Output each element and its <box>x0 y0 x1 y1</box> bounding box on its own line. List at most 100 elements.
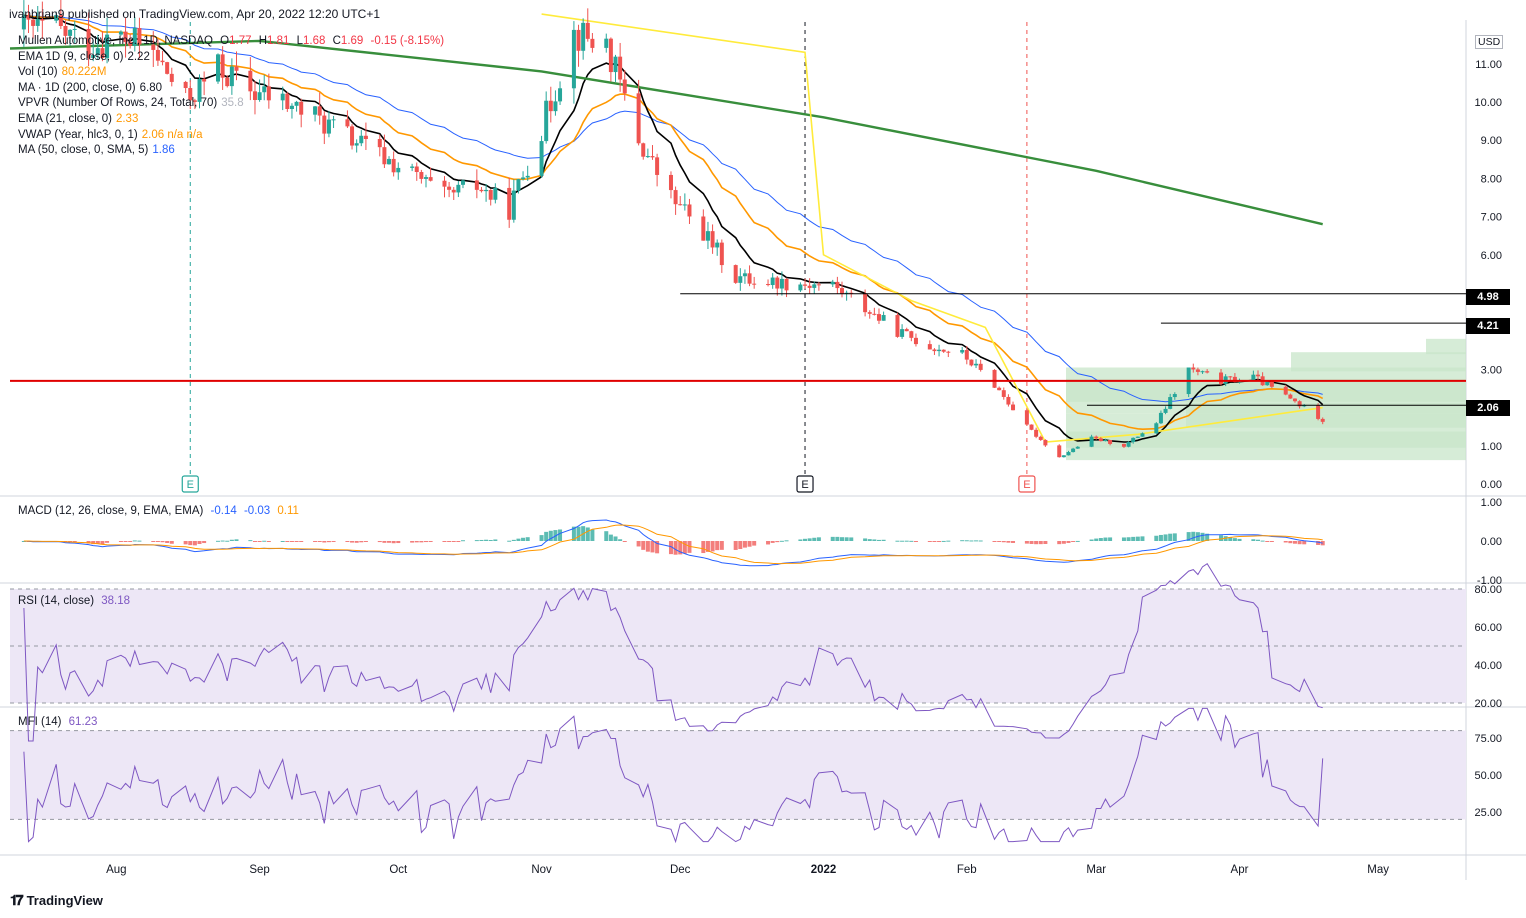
macd-histogram-bar <box>225 540 230 542</box>
rsi-line <box>23 562 1323 742</box>
candle <box>1320 417 1325 425</box>
candle <box>1108 439 1113 446</box>
currency-label[interactable]: USD <box>1475 35 1504 49</box>
candle <box>1158 410 1163 425</box>
candle <box>1126 441 1131 448</box>
brand-name: TradingView <box>26 893 103 908</box>
candle <box>35 6 40 32</box>
macd-histogram-bar <box>1140 536 1145 541</box>
tradingview-logo[interactable]: 𝟏𝟕 TradingView <box>10 892 103 909</box>
candle-body <box>1108 440 1113 444</box>
macd-histogram-bar <box>1126 537 1131 541</box>
candle-body <box>91 55 96 59</box>
candle <box>326 110 331 138</box>
price-tag-206: 2.06 <box>1466 400 1510 416</box>
legend-ma50[interactable]: MA (50, close, 0, SMA, 5) 1.86 <box>18 143 444 159</box>
macd-histogram-bar <box>710 541 715 552</box>
macd-histogram-bar <box>252 541 257 542</box>
candle-body <box>229 66 234 87</box>
candle-body <box>363 135 368 140</box>
candle <box>72 21 77 44</box>
candle <box>1103 438 1108 442</box>
macd-histogram-bar <box>1265 541 1270 542</box>
legend-vwap[interactable]: VWAP (Year, hlc3, 0, 1) 2.06 n/a n/a <box>18 128 444 144</box>
candle <box>525 165 530 181</box>
candle-body <box>525 175 530 178</box>
candle-body <box>1191 367 1196 370</box>
candle <box>387 156 392 165</box>
candle <box>289 103 294 119</box>
macd-histogram-bar <box>299 541 304 542</box>
macd-histogram-bar <box>326 541 331 543</box>
candle-body <box>1061 455 1066 458</box>
legend-value: 35.8 <box>221 97 244 110</box>
candle-body <box>881 315 886 321</box>
candle <box>1195 367 1200 376</box>
event-marker: E <box>1018 475 1036 493</box>
legend-value: 2.33 <box>115 112 139 125</box>
event-marker: E <box>796 475 814 493</box>
candle-body <box>317 106 322 116</box>
mfi-axis-label: 75.00 <box>1474 733 1502 745</box>
macd-histogram-bar <box>733 541 738 550</box>
candle-body <box>687 204 692 217</box>
macd-histogram-bar <box>1228 537 1233 541</box>
moving-averages <box>9 13 1324 443</box>
candle-body <box>289 105 294 110</box>
legend-ema21[interactable]: EMA (21, close, 0) 2.33 <box>18 112 444 128</box>
candle-body <box>872 313 877 315</box>
macd-histogram-bar <box>1163 534 1168 541</box>
macd-histogram-bar <box>229 539 234 541</box>
candle-body <box>419 172 424 179</box>
rsi-axis-label: 40.00 <box>1474 660 1502 672</box>
macd-legend[interactable]: MACD (12, 26, close, 9, EMA, EMA) -0.14 … <box>18 505 299 517</box>
candle-body <box>909 331 914 338</box>
candle-body <box>155 49 160 61</box>
candle <box>192 98 197 110</box>
macd-histogram-bar <box>137 540 142 542</box>
macd-histogram-bar <box>493 539 498 541</box>
mfi-legend[interactable]: MFI (14) 61.23 <box>18 716 97 728</box>
candle <box>705 221 710 250</box>
macd-histogram-bar <box>650 541 655 553</box>
candle <box>132 16 137 52</box>
legend-ema9[interactable]: EMA 1D (9, close, 0) 2.22 <box>18 50 444 66</box>
macd-signal-value: -0.03 <box>243 505 271 517</box>
legend-vpvr[interactable]: VPVR (Number Of Rows, 24, Total, 70) 35.8 <box>18 96 444 112</box>
candle <box>396 162 401 180</box>
candle <box>86 12 91 67</box>
candle <box>641 142 646 160</box>
candle <box>118 30 123 36</box>
macd-histogram-bar <box>1089 539 1094 541</box>
candle-body <box>484 189 489 192</box>
candle-body <box>202 78 207 82</box>
macd-histogram-bar <box>266 541 271 542</box>
candle-body <box>622 79 627 94</box>
x-axis-label: Aug <box>106 864 126 876</box>
legend-label: MA · 1D (200, close, 0) <box>18 81 136 94</box>
legend-value: 2.06 n/a n/a <box>141 128 203 141</box>
x-axis-label: Dec <box>670 864 691 876</box>
candle-body <box>548 100 553 112</box>
macd-histogram-bar <box>960 540 965 542</box>
macd-histogram-bar <box>1191 531 1196 541</box>
legend-volume[interactable]: Vol (10) 80.222M <box>18 65 444 81</box>
candle <box>1094 435 1099 440</box>
candle <box>1288 393 1293 399</box>
candle-body <box>803 284 808 286</box>
candle <box>391 151 396 177</box>
candle-body <box>863 293 868 313</box>
candle <box>197 74 202 109</box>
candle-body <box>137 27 142 45</box>
macd-signal-line <box>23 524 1323 565</box>
event-marker-label: E <box>1023 479 1030 491</box>
candle <box>913 333 918 347</box>
candle-body <box>382 147 387 165</box>
symbol-row[interactable]: Mullen Automotive, Inc., 1D, NASDAQ O1.7… <box>18 34 444 50</box>
legend-ma200[interactable]: MA · 1D (200, close, 0) 6.80 <box>18 81 444 97</box>
symbol-name: Mullen Automotive, Inc., 1D, NASDAQ <box>18 35 213 47</box>
candle-body <box>779 278 784 289</box>
candle-body <box>1297 401 1302 407</box>
rsi-legend[interactable]: RSI (14, close) 38.18 <box>18 595 130 607</box>
